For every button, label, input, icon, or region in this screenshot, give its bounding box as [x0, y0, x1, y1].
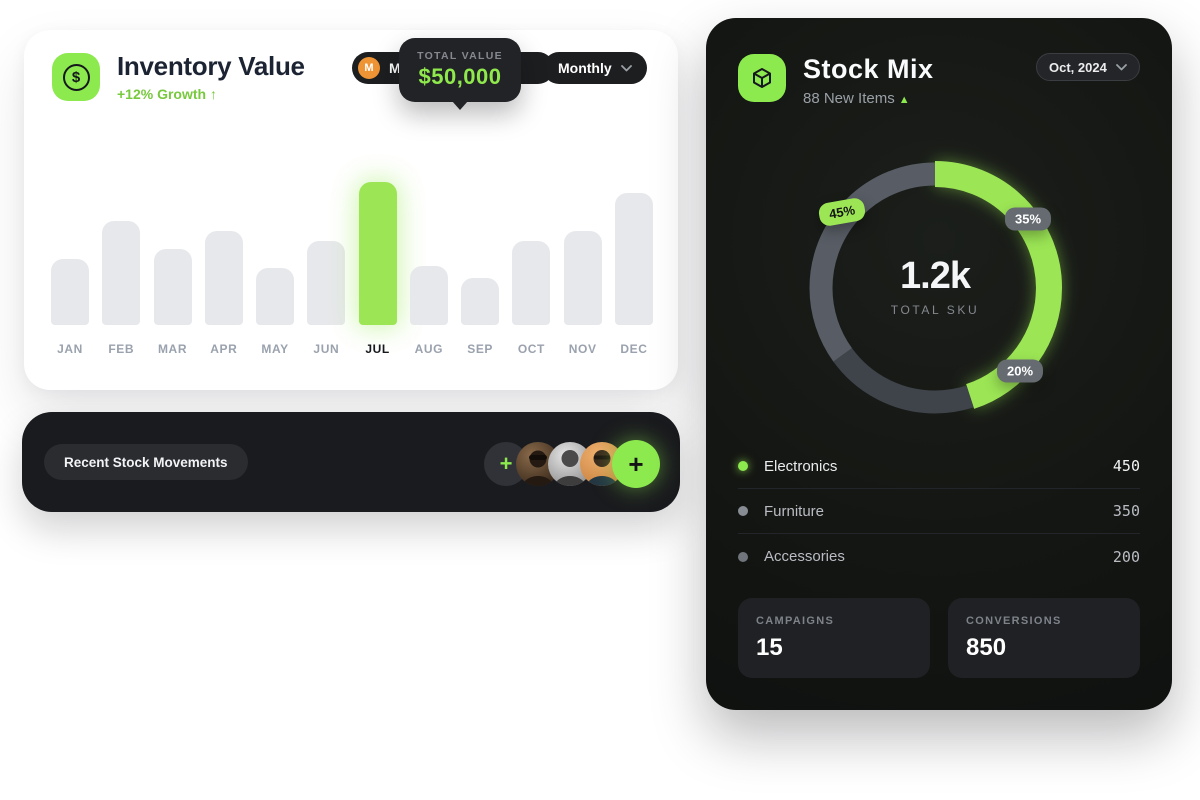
- dollar-icon: $: [52, 53, 100, 101]
- legend-value: 200: [1112, 547, 1140, 566]
- person-silhouette-icon: [553, 450, 587, 486]
- stock-mix-card: Stock Mix 88 New Items ▲ Oct, 2024 1.2k T…: [706, 18, 1172, 710]
- donut-badge-35: 35%: [1004, 207, 1052, 231]
- period-selector-button[interactable]: Monthly: [543, 52, 647, 84]
- bar-label: JUN: [313, 342, 340, 356]
- legend-dot: [738, 506, 748, 516]
- chevron-down-icon: [1115, 63, 1127, 70]
- recent-stock-movements-pill[interactable]: Recent Stock Movements: [44, 444, 248, 480]
- bar-label: AUG: [414, 342, 444, 356]
- legend-dot: [738, 551, 748, 562]
- legend-value: 350: [1112, 502, 1140, 520]
- bar-label: NOV: [568, 342, 597, 356]
- bar-label: JUL: [365, 342, 390, 356]
- bar-label: OCT: [517, 342, 545, 356]
- bar[interactable]: [307, 241, 346, 325]
- bar-column-feb[interactable]: FEB: [101, 221, 141, 357]
- bar-label: FEB: [108, 342, 135, 356]
- bar-column-jan[interactable]: JAN: [50, 259, 90, 357]
- stat-value: 15: [756, 634, 783, 661]
- legend-label: Electronics: [764, 457, 838, 475]
- tooltip-value: $50,000: [418, 64, 502, 89]
- stock-mix-title: Stock Mix: [803, 54, 934, 84]
- bar-column-apr[interactable]: APR: [204, 231, 244, 357]
- bar-column-oct[interactable]: OCT: [511, 241, 551, 357]
- bar[interactable]: [409, 266, 448, 325]
- cube-icon: [738, 54, 786, 102]
- inventory-bar-chart: JAN FEB MAR APR MAY JUN JUL AUG SEP OCT NOV DEC: [50, 182, 654, 357]
- stock-mix-subtitle: 88 New Items ▲: [803, 90, 910, 107]
- stock-mix-legend: Electronics 450 Furniture 350 Accessorie…: [738, 444, 1140, 579]
- bar-label: JAN: [57, 342, 83, 356]
- stat-label: CONVERSIONS: [966, 615, 1062, 627]
- bar-column-aug[interactable]: AUG: [409, 266, 449, 357]
- bar[interactable]: [358, 182, 397, 325]
- bar[interactable]: [102, 221, 141, 325]
- donut-center-label: TOTAL SKU: [890, 303, 980, 317]
- bar-label: DEC: [620, 342, 648, 356]
- bar-label: APR: [210, 342, 238, 356]
- legend-row-furniture: Furniture 350: [738, 489, 1140, 534]
- person-silhouette-icon: [585, 450, 619, 486]
- stat-campaigns: CAMPAIGNS 15: [738, 598, 930, 678]
- avatar-group: +: [484, 440, 660, 488]
- bar-column-may[interactable]: MAY: [255, 268, 295, 357]
- bar-column-jul[interactable]: JUL: [358, 182, 398, 357]
- date-selector-button[interactable]: Oct, 2024: [1036, 53, 1140, 81]
- legend-dot: [738, 461, 748, 471]
- legend-row-electronics: Electronics 450: [738, 444, 1140, 489]
- person-silhouette-icon: [521, 450, 555, 486]
- legend-value: 450: [1112, 457, 1140, 475]
- bar-column-sep[interactable]: SEP: [460, 278, 500, 357]
- period-selector-value: Monthly: [558, 60, 612, 76]
- inventory-value-card: $ Inventory Value +12% Growth ↑ M M TOTA…: [24, 30, 678, 390]
- donut-badge-20: 20%: [996, 359, 1044, 383]
- month-badge: M: [358, 57, 380, 79]
- chevron-down-icon: [620, 64, 632, 71]
- date-selector-value: Oct, 2024: [1049, 59, 1107, 75]
- bar[interactable]: [614, 193, 653, 325]
- bar[interactable]: [51, 259, 89, 325]
- stat-conversions: CONVERSIONS 850: [948, 598, 1140, 678]
- bar[interactable]: [461, 278, 500, 325]
- growth-label: +12% Growth ↑: [117, 86, 217, 102]
- bar-column-mar[interactable]: MAR: [153, 249, 193, 357]
- add-member-button-primary[interactable]: +: [612, 440, 660, 488]
- bar[interactable]: [256, 268, 295, 325]
- recent-stock-movements-label: Recent Stock Movements: [64, 454, 228, 470]
- tooltip-label: TOTAL VALUE: [417, 50, 503, 62]
- stat-label: CAMPAIGNS: [756, 615, 835, 627]
- legend-label: Accessories: [764, 548, 845, 565]
- stats-row: CAMPAIGNS 15 CONVERSIONS 850: [738, 598, 1140, 678]
- trend-up-icon: ▲: [898, 94, 910, 106]
- month-pill-label: M: [389, 60, 401, 76]
- stat-value: 850: [966, 634, 1007, 661]
- tooltip-pointer: [452, 101, 468, 110]
- bar[interactable]: [563, 231, 602, 325]
- donut-center-value: 1.2k: [900, 255, 971, 297]
- inventory-card-title: Inventory Value: [117, 51, 305, 81]
- bar-column-nov[interactable]: NOV: [563, 231, 603, 357]
- plus-icon: +: [499, 451, 513, 476]
- bar-label: MAR: [157, 342, 188, 356]
- bar-column-jun[interactable]: JUN: [306, 241, 346, 357]
- total-value-tooltip: TOTAL VALUE $50,000: [399, 38, 521, 110]
- bar[interactable]: [512, 241, 551, 325]
- bar-column-dec[interactable]: DEC: [614, 193, 654, 357]
- legend-row-accessories: Accessories 200: [738, 534, 1140, 579]
- bar[interactable]: [153, 249, 192, 325]
- bar[interactable]: [204, 231, 243, 325]
- stock-mix-donut-chart[interactable]: 1.2k TOTAL SKU 45% 35% 20%: [802, 155, 1068, 421]
- recent-stock-movements-bar: Recent Stock Movements +: [22, 412, 680, 512]
- bar-label: SEP: [467, 342, 494, 356]
- plus-icon: +: [628, 448, 644, 479]
- bar-label: MAY: [261, 342, 289, 356]
- legend-label: Furniture: [764, 502, 825, 520]
